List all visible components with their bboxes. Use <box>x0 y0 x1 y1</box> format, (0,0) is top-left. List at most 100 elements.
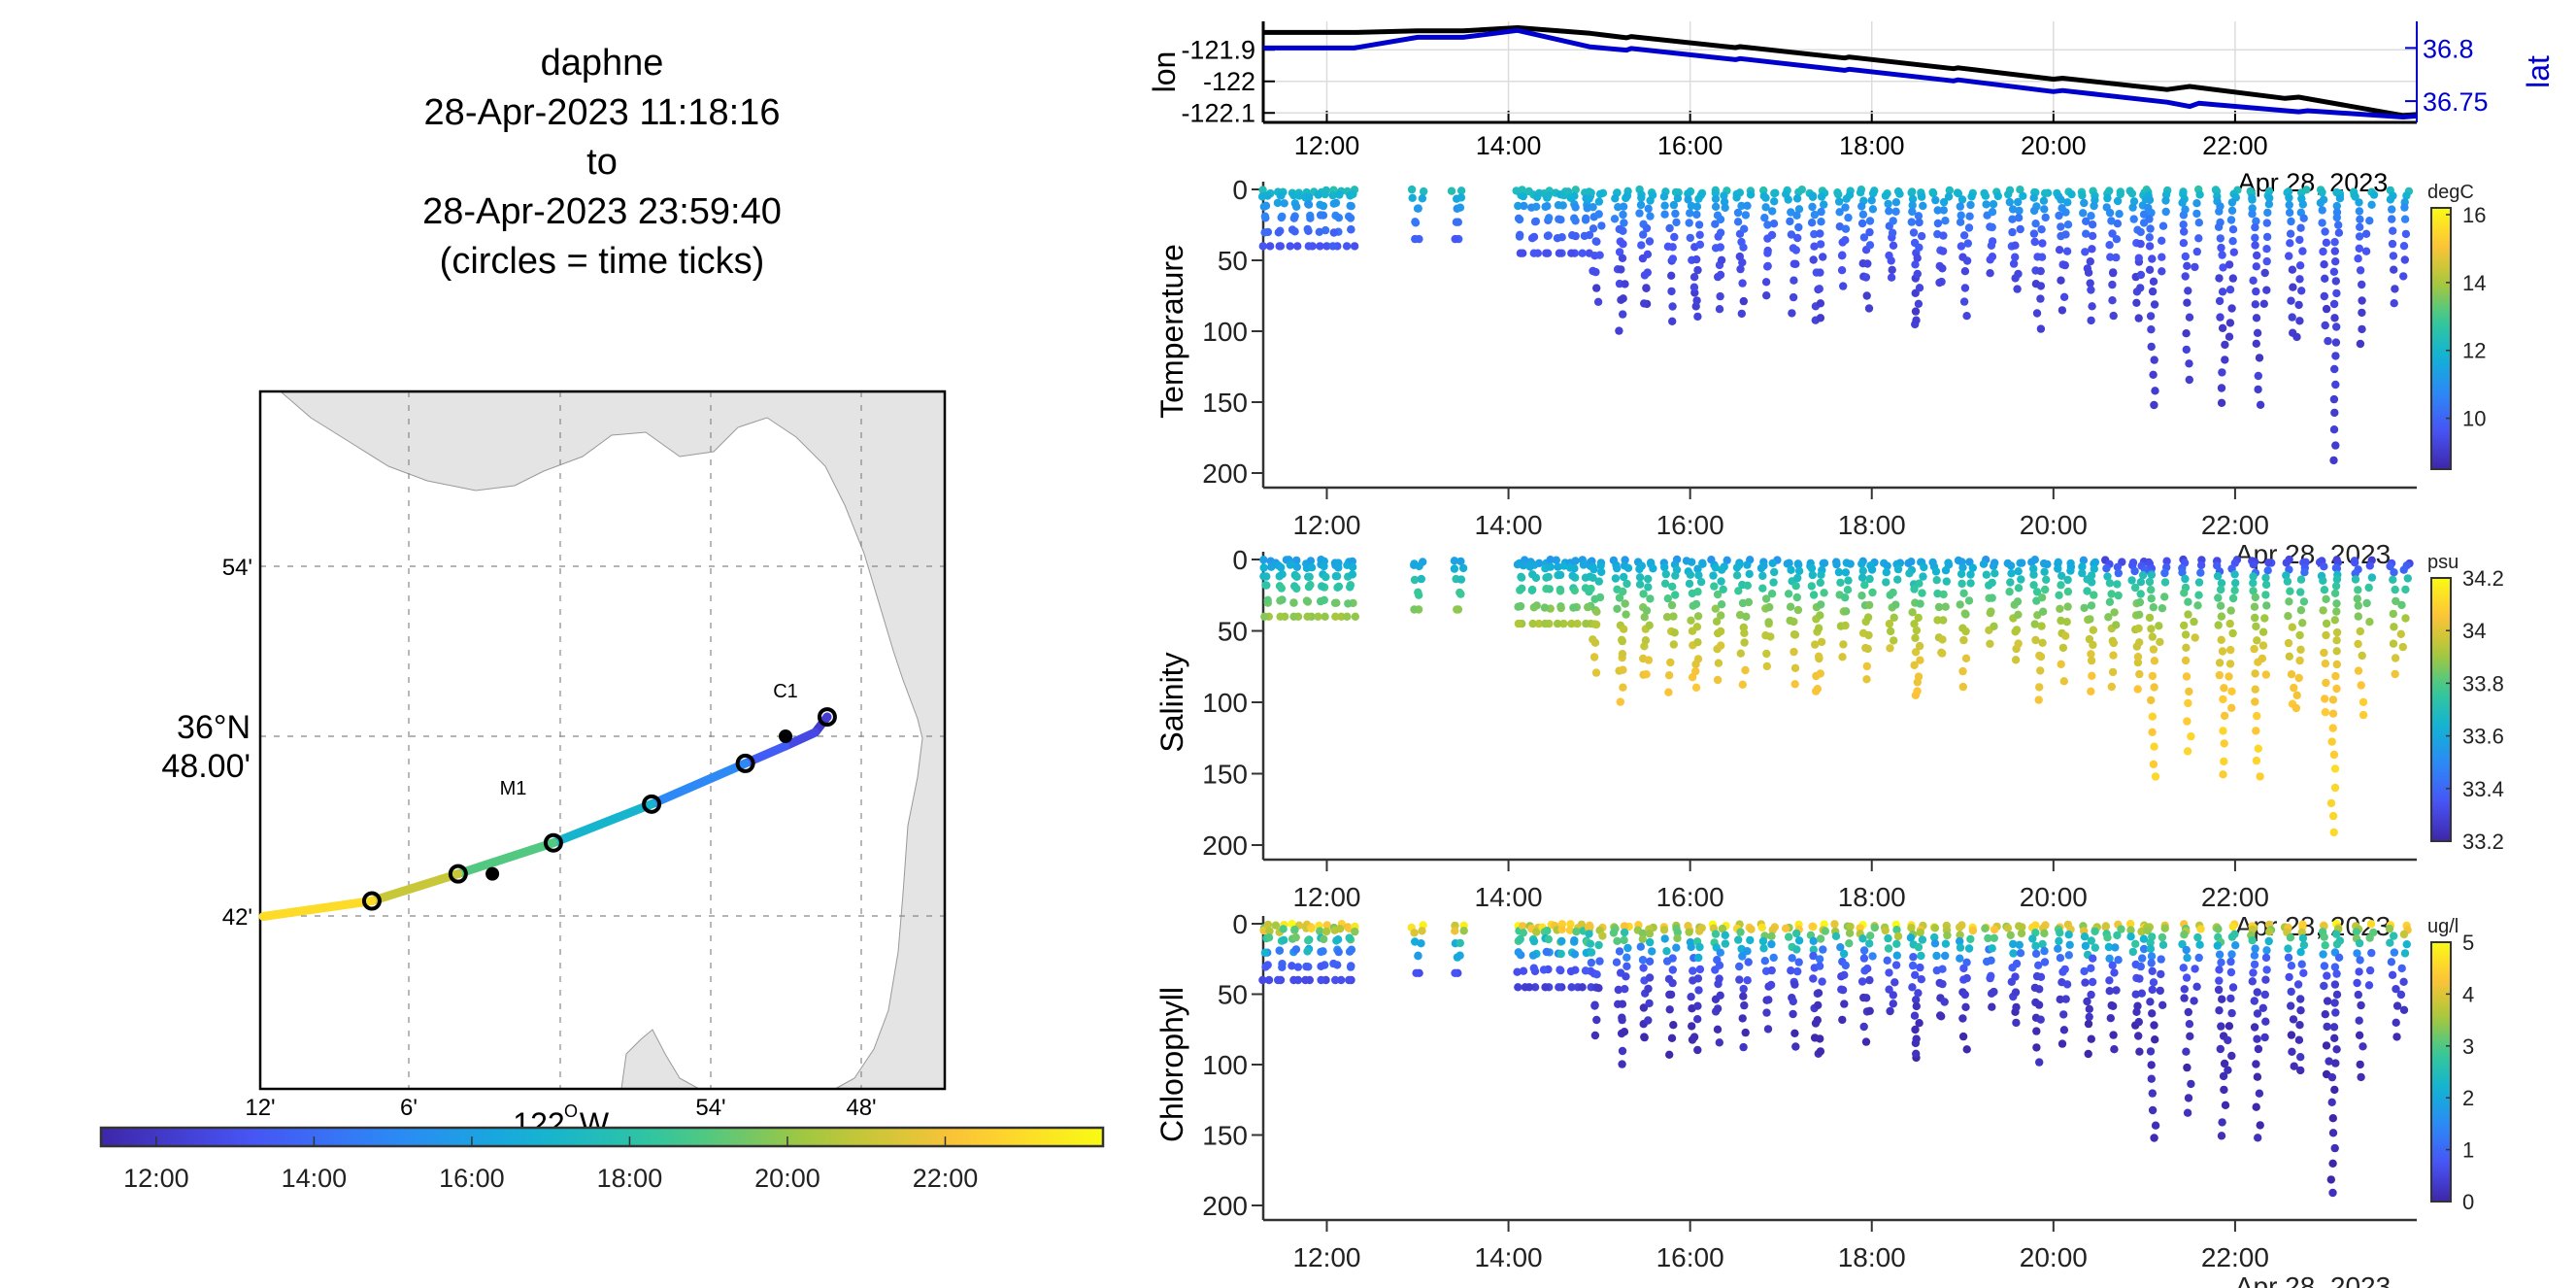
chlorophyll-data-point <box>1917 951 1925 961</box>
temperature-data-point <box>1842 194 1851 203</box>
chlorophyll-data-point <box>2109 1001 2118 1011</box>
temperature-data-point <box>1784 195 1792 204</box>
temperature-data-point <box>2113 196 2123 206</box>
chlorophyll-data-point <box>2248 925 2257 933</box>
temperature-data-point <box>1817 192 1826 201</box>
chlorophyll-data-point <box>1695 965 1705 974</box>
salinity-data-point <box>1918 589 1926 597</box>
chlorophyll-data-point <box>2191 965 2199 973</box>
temperature-data-point <box>2150 300 2159 309</box>
temperature-data-point <box>2147 325 2156 334</box>
salinity-data-point <box>2135 597 2145 607</box>
chlorophyll-data-point <box>1916 963 1924 972</box>
temperature-data-point <box>1692 210 1701 220</box>
salinity-data-point <box>1276 596 1285 605</box>
temperature-data-point <box>2292 332 2301 342</box>
salinity-data-point <box>2087 687 2095 695</box>
chlorophyll-data-point <box>2148 1089 2157 1098</box>
temperature-data-point <box>2356 266 2365 275</box>
temperature-data-point <box>1763 220 1772 229</box>
temperature-data-point <box>1792 211 1801 220</box>
chlorophyll-data-point <box>1758 936 1768 946</box>
temperature-data-point <box>1911 260 1920 269</box>
salinity-data-point <box>1961 627 1970 636</box>
salinity-data-point <box>1346 581 1355 590</box>
salinity-data-point <box>2354 639 2362 649</box>
chlorophyll-data-point <box>2031 949 2041 959</box>
salinity-data-point <box>2057 660 2065 668</box>
chlorophyll-data-point <box>1840 970 1849 979</box>
chlorophyll-data-point <box>1659 926 1669 934</box>
chlorophyll-data-point <box>2331 1008 2340 1017</box>
chlorophyll-data-point <box>1870 923 1880 932</box>
chlorophyll-data-point <box>1274 975 1283 985</box>
chlorophyll-data-point <box>1938 979 1947 989</box>
chlorophyll-xtick-label: 12:00 <box>1292 1242 1360 1272</box>
salinity-data-point <box>2018 559 2026 567</box>
time-colorbar <box>99 1126 1105 1148</box>
chlorophyll-data-point <box>2148 1105 2158 1115</box>
salinity-data-point <box>1613 604 1622 613</box>
chlorophyll-data-point <box>1764 996 1773 1004</box>
salinity-data-point <box>1664 688 1673 696</box>
chlorophyll-data-point <box>1759 944 1768 953</box>
temperature-data-point <box>1555 249 1564 257</box>
salinity-data-point <box>2090 591 2098 599</box>
salinity-data-point <box>1671 591 1680 599</box>
temperature-data-point <box>1884 199 1892 209</box>
chlorophyll-data-point <box>2365 933 2374 942</box>
temperature-data-point <box>2179 239 2189 248</box>
chlorophyll-data-point <box>1815 955 1824 964</box>
temperature-data-point <box>1668 317 1677 325</box>
chlorophyll-data-point <box>1275 946 1284 955</box>
temperature-data-point <box>2132 298 2141 307</box>
chlorophyll-data-point <box>2330 999 2339 1007</box>
salinity-data-point <box>1641 636 1651 645</box>
salinity-data-point <box>1794 560 1803 569</box>
salinity-data-point <box>1623 579 1631 589</box>
temperature-data-point <box>2040 188 2050 198</box>
chlorophyll-data-point <box>1830 920 1839 929</box>
salinity-data-point <box>1843 586 1853 594</box>
salinity-data-point <box>2110 608 2119 617</box>
chlorophyll-data-point <box>2133 1001 2142 1010</box>
chlorophyll-data-point <box>1840 1000 1849 1008</box>
chlorophyll-data-point <box>2089 954 2097 963</box>
temperature-data-point <box>2149 370 2158 379</box>
salinity-data-point <box>2030 620 2039 628</box>
salinity-data-point <box>1667 600 1677 610</box>
salinity-data-point <box>1556 587 1565 595</box>
salinity-data-point <box>1791 582 1800 591</box>
chlorophyll-xtick-label: 16:00 <box>1656 1242 1724 1272</box>
chlorophyll-data-point <box>2087 964 2095 972</box>
salinity-data-point <box>1619 587 1627 596</box>
chlorophyll-data-point <box>1893 932 1903 941</box>
chlorophyll-data-point <box>2355 938 2364 948</box>
salinity-data-point <box>2158 604 2167 613</box>
temperature-data-point <box>2329 299 2339 309</box>
temperature-data-point <box>1260 228 1269 237</box>
temperature-data-point <box>2225 319 2235 327</box>
lonlat-xtick-label: 22:00 <box>2202 131 2268 160</box>
chlorophyll-data-point <box>2365 966 2375 975</box>
chlorophyll-data-point <box>2356 956 2364 965</box>
salinity-data-point <box>2364 583 2373 593</box>
temperature-data-point <box>2255 354 2264 362</box>
temperature-data-point <box>2388 239 2397 249</box>
temperature-data-point <box>2227 198 2237 207</box>
chlorophyll-data-point <box>2017 929 2026 938</box>
temperature-data-point <box>1258 186 1267 194</box>
salinity-data-point <box>1717 600 1726 609</box>
chlorophyll-data-point <box>1307 924 1316 932</box>
temperature-data-point <box>1835 208 1844 217</box>
salinity-data-point <box>2134 624 2143 633</box>
temperature-data-point <box>1451 234 1459 244</box>
salinity-data-point <box>2217 612 2226 621</box>
temperature-data-point <box>2330 238 2339 247</box>
salinity-data-point <box>1348 562 1357 571</box>
chlorophyll-data-point <box>1623 953 1631 962</box>
temperature-data-point <box>2356 222 2364 231</box>
salinity-data-point <box>2296 606 2306 615</box>
salinity-data-point <box>1916 599 1924 608</box>
temperature-data-point <box>2181 252 2190 261</box>
